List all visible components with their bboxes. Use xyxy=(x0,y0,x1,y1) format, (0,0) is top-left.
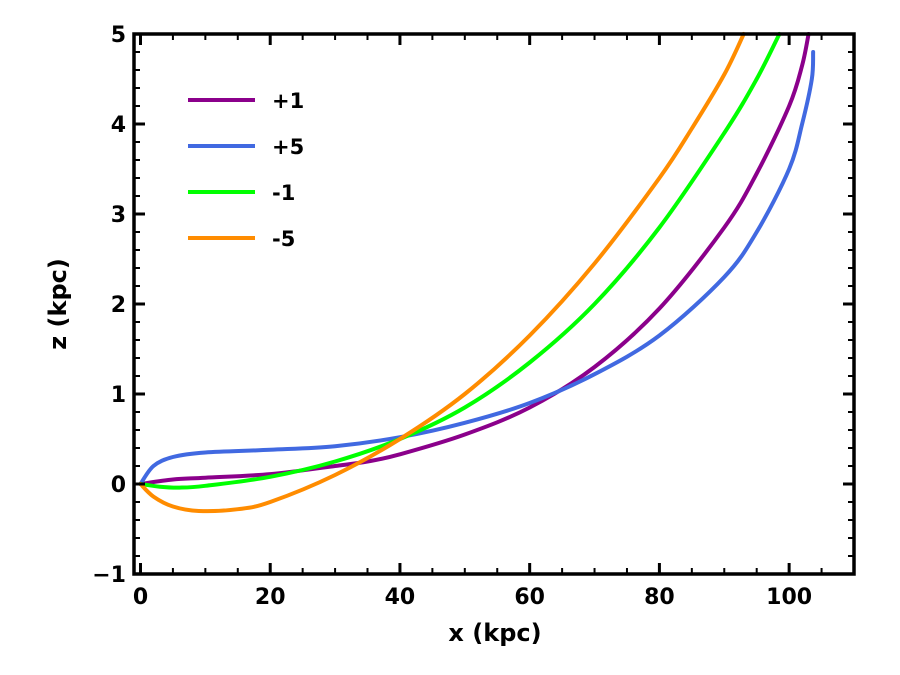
series-line-2 xyxy=(138,32,782,490)
legend-label: -1 xyxy=(272,181,295,205)
y-tick-label: 3 xyxy=(111,203,126,228)
series-line-0 xyxy=(138,32,811,486)
legend-label: +5 xyxy=(272,135,304,159)
y-tick-label: 5 xyxy=(111,23,126,48)
plot-area: 0 20 40 60 80 100 −1 0 1 2 3 4 5 +1 +5 -1 -5 xyxy=(92,23,856,610)
x-tick-label: 80 xyxy=(644,585,675,610)
series-line-1 xyxy=(138,50,816,486)
ticks xyxy=(134,32,855,576)
y-axis-label: z (kpc) xyxy=(44,258,72,350)
x-tick-label: 40 xyxy=(385,585,416,610)
x-tick-label: 20 xyxy=(255,585,286,610)
y-tick-label: −1 xyxy=(92,563,126,588)
legend-label: +1 xyxy=(272,89,304,113)
y-tick-label: 2 xyxy=(111,293,126,318)
x-tick-label: 100 xyxy=(766,585,812,610)
y-tick-label: 0 xyxy=(111,473,126,498)
legend xyxy=(188,98,255,240)
y-tick-label: 4 xyxy=(111,113,126,138)
series-group xyxy=(138,32,816,514)
series-line-3 xyxy=(138,32,746,514)
plot-frame xyxy=(132,32,856,576)
x-tick-label: 0 xyxy=(133,585,148,610)
legend-label: -5 xyxy=(272,227,295,251)
x-tick-label: 60 xyxy=(514,585,545,610)
x-axis-label: x (kpc) xyxy=(448,619,541,647)
y-tick-label: 1 xyxy=(111,383,126,408)
